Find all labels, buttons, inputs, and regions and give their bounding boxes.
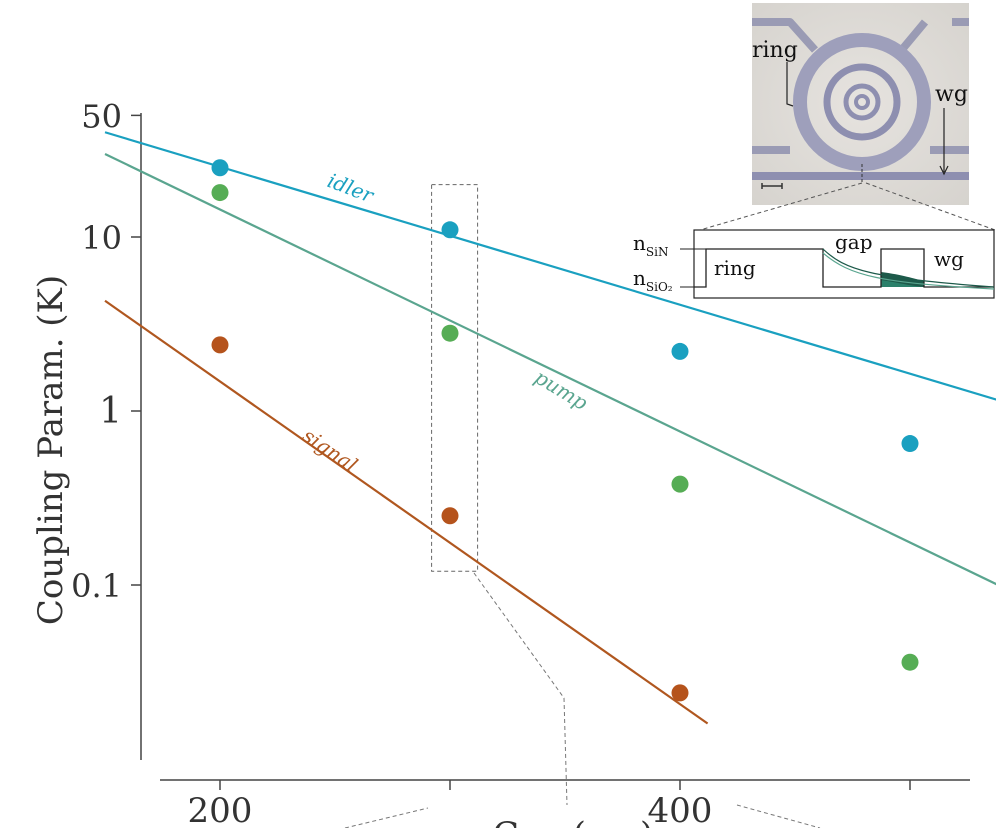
inset-zoom-line-right (865, 182, 996, 231)
inset-profile: nSiN nSiO₂ ring gap wg (633, 229, 995, 299)
profile-label-nsio2: nSiO₂ (633, 266, 673, 294)
highlight-box-group (344, 184, 821, 828)
data-point-pump (671, 475, 689, 493)
zoom-guide-line (473, 572, 568, 806)
y-tick-label: 1 (99, 391, 122, 432)
highlight-box (431, 184, 479, 572)
y-axis-title: Coupling Param. (K) (31, 275, 71, 625)
y-tick-label: 0.1 (71, 567, 122, 605)
data-point-pump (441, 324, 459, 342)
y-ticks: 50 10 1 0.1 (71, 97, 141, 605)
mode-tail-dark (822, 248, 995, 288)
inset-photo: ring wg (752, 3, 969, 205)
zoom-guide-line-right (736, 804, 821, 828)
inset-zoom-line-left (699, 182, 863, 231)
data-point-idler (211, 159, 229, 177)
data-point-signal (211, 336, 229, 354)
data-point-signal (671, 684, 689, 702)
profile-label-gap: gap (835, 230, 873, 254)
fit-line-signal (104, 299, 709, 725)
data-point-idler (901, 435, 919, 453)
axes (140, 113, 970, 781)
x-ticks: 200 400 (188, 780, 911, 828)
profile-label-ring: ring (714, 256, 756, 280)
x-tick-label: 200 (188, 791, 253, 828)
fit-line-pump (104, 152, 996, 586)
series-label-signal: signal (298, 423, 362, 477)
index-profile-step (694, 248, 994, 288)
series-label-idler: idler (324, 168, 378, 208)
y-tick-label: 10 (81, 219, 122, 257)
x-tick-label: 400 (648, 791, 713, 828)
zoom-guide-line-left (344, 807, 429, 828)
series-label-pump: pump (530, 365, 592, 415)
photo-label-ring: ring (752, 38, 798, 63)
data-point-pump (901, 653, 919, 671)
mode-tail-light (822, 252, 995, 290)
data-point-idler (441, 221, 459, 239)
data-point-idler (671, 342, 689, 360)
profile-label-wg: wg (934, 247, 964, 271)
data-markers (211, 159, 919, 702)
fit-lines (104, 131, 996, 725)
y-tick-label: 50 (81, 97, 122, 135)
x-axis-title: Gap (nm) (493, 815, 654, 828)
ring-pointer-arrow (786, 62, 794, 107)
data-point-signal (441, 507, 459, 525)
data-point-pump (211, 184, 229, 202)
fit-line-idler (104, 131, 996, 401)
profile-label-nsin: nSiN (633, 231, 668, 259)
photo-label-wg: wg (935, 82, 968, 107)
